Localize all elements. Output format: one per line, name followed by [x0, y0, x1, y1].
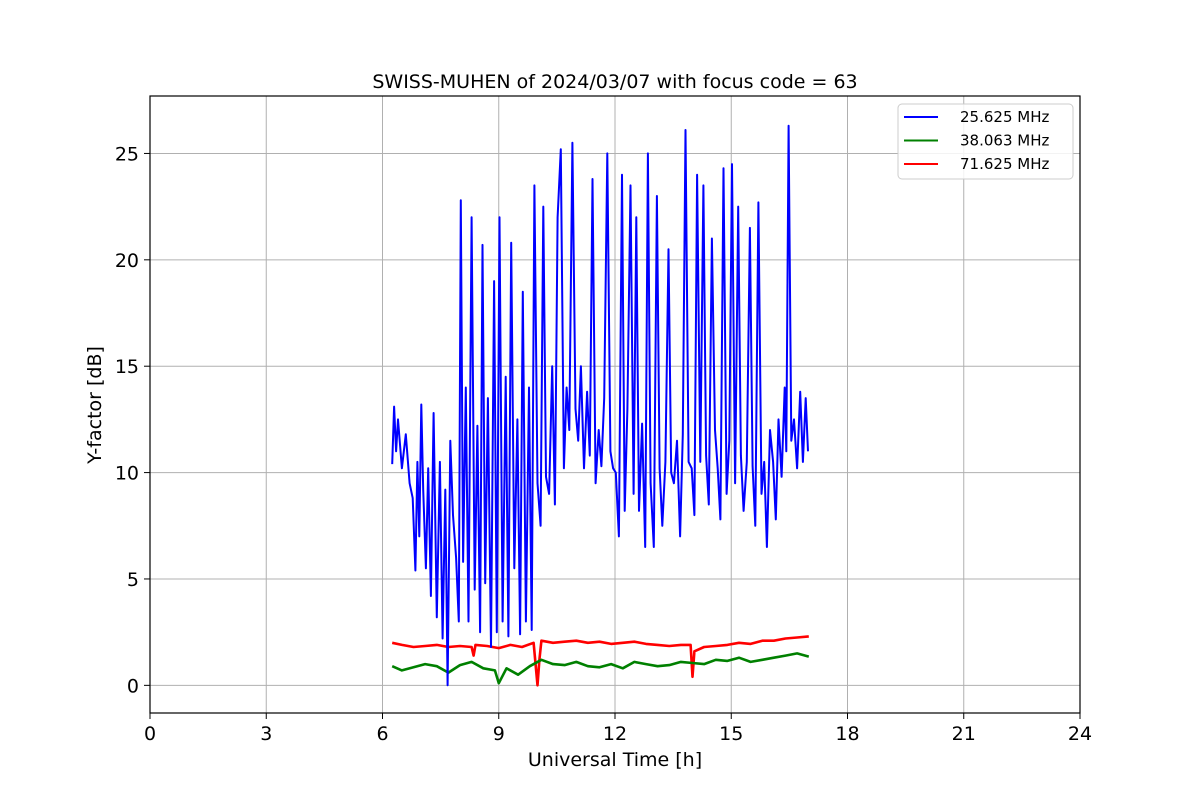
x-tick-label: 21: [952, 723, 976, 745]
x-tick-label: 6: [376, 723, 388, 745]
y-axis-title: Y-factor [dB]: [84, 346, 106, 465]
y-tick-label: 15: [115, 356, 139, 378]
legend-box: [897, 103, 1074, 180]
legend-label: 71.625 MHz: [960, 155, 1049, 173]
series-line-1: [391, 124, 809, 687]
x-tick-label: 15: [719, 723, 743, 745]
axis-ticks: 0 3 6 9 12 15 18 21 24 0 5 10 15 20 25: [115, 143, 1092, 745]
chart-title: SWISS-MUHEN of 2024/03/07 with focus cod…: [372, 71, 857, 93]
y-tick-label: 5: [127, 569, 139, 591]
x-tick-label: 12: [603, 723, 627, 745]
x-tick-label: 3: [260, 723, 272, 745]
x-tick-label: 9: [493, 723, 505, 745]
y-tick-label: 20: [115, 250, 139, 272]
legend: 25.625 MHz 38.063 MHz 71.625 MHz: [897, 103, 1074, 180]
series-lines: [391, 124, 810, 687]
series-line-2: [391, 652, 810, 685]
x-axis-title: Universal Time [h]: [528, 749, 702, 771]
x-tick-label: 24: [1068, 723, 1092, 745]
series-line-3: [391, 635, 809, 687]
x-tick-label: 0: [144, 723, 156, 745]
y-tick-label: 0: [127, 675, 139, 697]
y-tick-label: 10: [115, 463, 139, 485]
y-tick-label: 25: [115, 143, 139, 165]
legend-label: 25.625 MHz: [960, 108, 1049, 126]
legend-label: 38.063 MHz: [960, 132, 1049, 150]
x-tick-label: 18: [835, 723, 859, 745]
